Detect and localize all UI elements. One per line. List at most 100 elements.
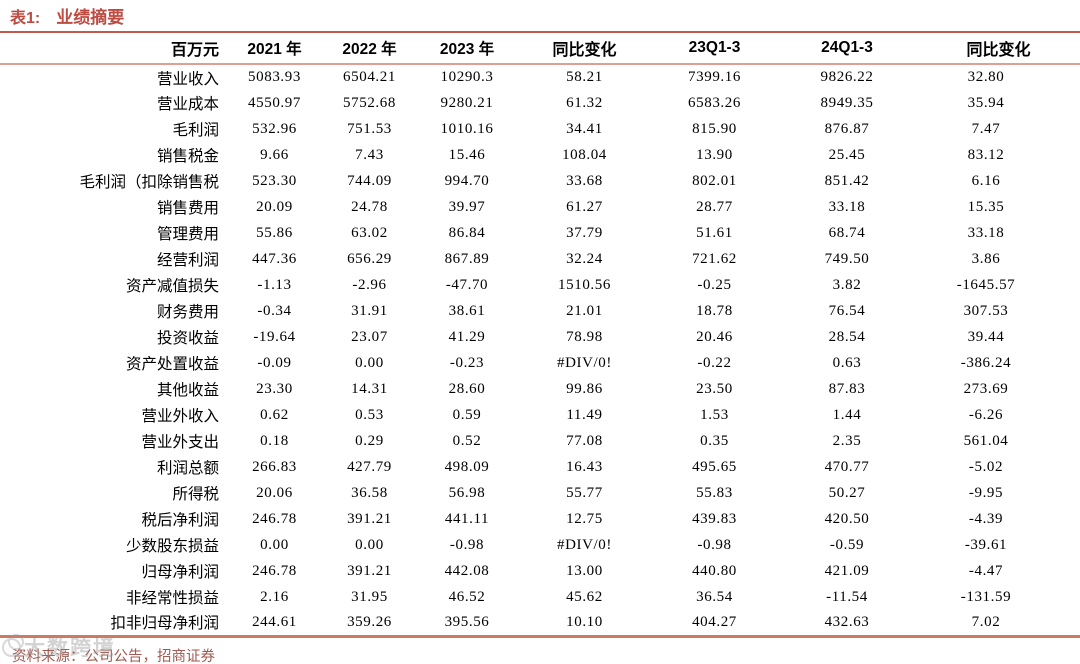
cell-value: 77.08: [566, 432, 603, 449]
cell-value: 33.68: [566, 172, 603, 189]
cell-value: 45.62: [566, 588, 603, 605]
cell-value: -47.70: [445, 276, 489, 293]
cell-value: 8949.35: [820, 94, 874, 111]
cell-value: 55.77: [566, 484, 603, 501]
cell-value: 0.00: [260, 536, 289, 553]
cell-value: 749.50: [824, 250, 870, 267]
cell-value: 0.62: [260, 406, 289, 423]
cell-value: 28.60: [448, 380, 486, 397]
cell-value: 802.01: [692, 172, 737, 189]
cell-value: 7399.16: [688, 69, 741, 85]
cell-value: 266.83: [252, 458, 297, 475]
cell-value: 1.53: [700, 406, 729, 423]
cell-value: 108.04: [562, 146, 607, 163]
header-yoy-change-1: 同比变化: [517, 33, 652, 65]
row-label: 销售费用: [156, 200, 219, 217]
table-row: 营业收入 5083.93 6504.21 10290.3 58.21 7399.16 982…: [0, 64, 1080, 90]
table-row: 毛利润 532.96 751.53 1010.16 34.41 815.90 876.87 7…: [0, 116, 1080, 142]
cell-value: 420.50: [824, 510, 870, 527]
cell-value: 867.89: [444, 250, 490, 267]
cell-value: #DIV/0!: [556, 354, 613, 371]
row-label: 税后净利润: [141, 512, 219, 529]
cell-value: 1.44: [832, 406, 862, 423]
table-row: 资产减值损失 -1.13 -2.96 -47.70 1510.56 -0.25 3.82 -1…: [0, 272, 1080, 298]
cell-value: 20.06: [256, 484, 293, 501]
cell-value: -131.59: [960, 588, 1012, 605]
row-label: 营业成本: [156, 96, 219, 113]
cell-value: 7.47: [971, 120, 1001, 137]
row-label: 营业外支出: [141, 434, 219, 451]
cell-value: -11.54: [826, 588, 868, 605]
cell-value: 994.70: [444, 172, 490, 189]
source-note: 资料来源：公司公告，招商证券: [12, 648, 215, 664]
row-label: 少数股东损益: [125, 538, 219, 555]
cell-value: #DIV/0!: [556, 536, 613, 553]
cell-value: 5083.93: [248, 69, 301, 85]
table-row: 投资收益 -19.64 23.07 41.29 78.98 20.46 28.54 39.44: [0, 324, 1080, 350]
header-yoy-change-2: 同比变化: [917, 33, 1080, 65]
row-label: 毛利润: [172, 122, 219, 139]
table-row: 少数股东损益 0.00 0.00 -0.98 #DIV/0! -0.98 -0.59 -39.…: [0, 532, 1080, 558]
cell-value: 38.61: [448, 302, 486, 319]
cell-value: 442.08: [444, 562, 490, 579]
row-label: 毛利润（扣除销售税: [79, 174, 219, 191]
cell-value: 58.21: [566, 69, 603, 85]
row-label: 投资收益: [156, 330, 219, 347]
cell-value: -0.98: [449, 536, 485, 553]
row-label: 资产减值损失: [125, 278, 219, 295]
cell-value: 0.63: [832, 354, 862, 371]
cell-value: 18.78: [696, 302, 733, 319]
cell-value: 63.02: [351, 224, 388, 241]
cell-value: 6.16: [971, 172, 1001, 189]
cell-value: 359.26: [347, 613, 392, 630]
row-label: 归母净利润: [141, 564, 219, 581]
row-label: 管理费用: [156, 226, 219, 243]
cell-value: -1645.57: [956, 276, 1016, 293]
cell-value: 2.35: [832, 432, 862, 449]
cell-value: 244.61: [252, 613, 297, 630]
cell-value: 16.43: [566, 458, 603, 475]
cell-value: 0.00: [355, 536, 384, 553]
table-row: 销售税金 9.66 7.43 15.46 108.04 13.90 25.45 83.12: [0, 142, 1080, 168]
cell-value: 14.31: [351, 380, 388, 397]
cell-value: 273.69: [963, 380, 1009, 397]
cell-value: 23.07: [351, 328, 388, 345]
cell-value: 3.86: [971, 250, 1001, 267]
table-row: 其他收益 23.30 14.31 28.60 99.86 23.50 87.83 273.69: [0, 376, 1080, 402]
table-row: 税后净利润 246.78 391.21 441.11 12.75 439.83 420.50…: [0, 506, 1080, 532]
cell-value: 11.49: [566, 406, 603, 423]
cell-value: 24.78: [351, 198, 388, 215]
cell-value: 78.98: [566, 328, 603, 345]
table-row: 营业外收入 0.62 0.53 0.59 11.49 1.53 1.44 -6.26: [0, 402, 1080, 428]
cell-value: 6504.21: [343, 69, 396, 85]
cell-value: -6.26: [968, 406, 1004, 423]
cell-value: 76.54: [828, 302, 866, 319]
row-label: 利润总额: [156, 460, 219, 477]
cell-value: 876.87: [824, 120, 870, 137]
table-number-label: 表1:: [10, 10, 41, 27]
header-unit: 百万元: [0, 33, 227, 65]
cell-value: 561.04: [963, 432, 1009, 449]
table-row: 财务费用 -0.34 31.91 38.61 21.01 18.78 76.54 307.53: [0, 298, 1080, 324]
table-title: 表1: 业绩摘要: [0, 0, 1080, 33]
header-24q1-3: 24Q1-3: [777, 33, 917, 65]
cell-value: 404.27: [692, 613, 737, 630]
cell-value: 751.53: [347, 120, 392, 137]
header-row: 百万元 2021 年 2022 年 2023 年 同比变化 23Q1-3 24Q…: [0, 33, 1080, 65]
cell-value: 23.50: [696, 380, 733, 397]
cell-value: 7.43: [355, 146, 384, 163]
cell-value: 50.27: [828, 484, 866, 501]
row-label: 经营利润: [156, 252, 219, 269]
cell-value: 86.84: [448, 224, 486, 241]
cell-value: 13.00: [566, 562, 603, 579]
cell-value: 7.02: [971, 613, 1001, 630]
cell-value: 20.46: [696, 328, 733, 345]
cell-value: 13.90: [696, 146, 733, 163]
cell-value: 495.65: [692, 458, 737, 475]
cell-value: 1510.56: [558, 276, 611, 293]
cell-value: 61.32: [566, 94, 603, 111]
cell-value: 0.29: [355, 432, 384, 449]
cell-value: 28.77: [696, 198, 733, 215]
cell-value: 4550.97: [248, 94, 301, 111]
header-23q1-3: 23Q1-3: [652, 33, 777, 65]
